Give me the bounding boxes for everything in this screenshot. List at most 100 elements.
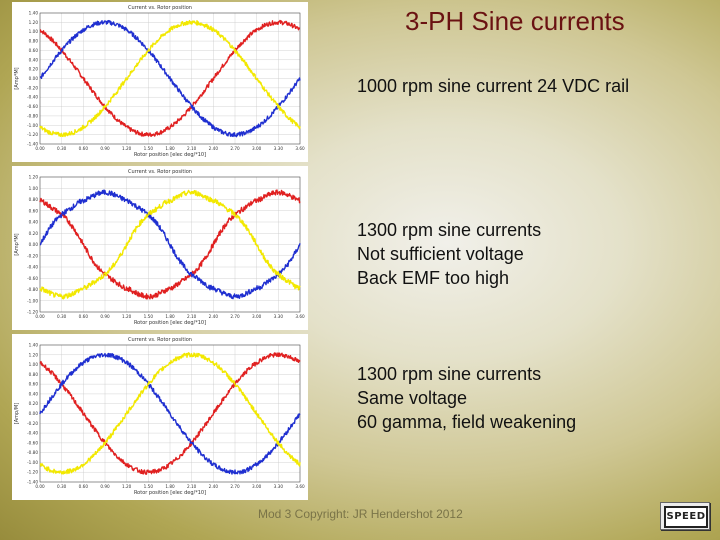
- x-tick-label: 3.00: [252, 484, 262, 489]
- y-tick-label: -0.60: [27, 440, 38, 445]
- x-tick-label: 2.40: [209, 314, 219, 319]
- y-tick-label: -1.00: [27, 460, 38, 465]
- y-tick-label: 1.40: [29, 343, 39, 348]
- y-tick-label: -0.20: [27, 85, 38, 90]
- y-tick-label: 1.20: [29, 20, 39, 25]
- plot-svg-2: Current vs. Rotor position 1.20 1.00 0.80 0.…: [14, 169, 305, 326]
- y-tick-label: 0.00: [29, 411, 39, 416]
- series-line-yellow: [39, 189, 301, 300]
- x-tick-label: 0.30: [57, 146, 67, 151]
- x-tick-label: 1.20: [122, 484, 132, 489]
- x-tick-label: 1.50: [144, 484, 154, 489]
- x-tick-label: 2.40: [209, 484, 219, 489]
- x-tick-label: 0.90: [100, 146, 110, 151]
- chart-title: Current vs. Rotor position: [128, 169, 192, 175]
- series-line-blue: [39, 189, 301, 300]
- plot-svg-1: Current vs. Rotor position 1.40 1.20 1.00 0.…: [14, 5, 305, 158]
- x-tick-label: 3.30: [274, 146, 284, 151]
- y-tick-label: 0.80: [29, 372, 39, 377]
- series-line-blue: [39, 352, 301, 475]
- x-tick-label: 0.30: [57, 484, 67, 489]
- y-tick-label: 0.60: [29, 208, 39, 213]
- x-tick-label: 1.80: [165, 146, 175, 151]
- caption-line: 1000 rpm sine current 24 VDC rail: [357, 76, 630, 96]
- x-tick-label: 0.00: [35, 146, 45, 151]
- speed-logo: SPEED: [660, 502, 710, 530]
- current-plot-1000rpm: Current vs. Rotor position 1.40 1.20 1.00 0.…: [12, 2, 308, 162]
- slide-title: 3-PH Sine currents: [405, 6, 625, 36]
- y-tick-label: -1.20: [27, 310, 38, 315]
- y-tick-label: -1.00: [27, 123, 38, 128]
- y-tick-label: 0.00: [29, 242, 39, 247]
- copyright-footer: Mod 3 Copyright: JR Hendershot 2012: [258, 507, 463, 521]
- current-plot-1300rpm-field-weakening: Current vs. Rotor position 1.40 1.20 1.00 0.…: [12, 334, 308, 500]
- chart-title: Current vs. Rotor position: [128, 5, 192, 11]
- x-tick-label: 0.00: [35, 484, 45, 489]
- caption-line: Back EMF too high: [357, 268, 510, 288]
- caption-line: 1300 rpm sine currents: [357, 220, 542, 240]
- x-tick-label: 0.30: [57, 314, 67, 319]
- series-line-red: [39, 189, 301, 300]
- y-tick-label: -1.00: [27, 298, 38, 303]
- y-tick-label: -1.40: [27, 142, 38, 147]
- y-tick-label: -1.20: [27, 132, 38, 137]
- x-tick-label: 2.10: [187, 314, 197, 319]
- x-tick-label: 2.70: [230, 314, 240, 319]
- y-tick-label: 1.40: [29, 11, 39, 16]
- x-tick-label: 3.60: [295, 484, 305, 489]
- y-axis-label: [Amp/M]: [14, 403, 20, 424]
- y-tick-label: 1.00: [29, 362, 39, 367]
- y-tick-label: 1.20: [29, 175, 39, 180]
- x-tick-label: 1.20: [122, 146, 132, 151]
- y-tick-label: 1.00: [29, 29, 39, 34]
- y-tick-label: -0.20: [27, 253, 38, 258]
- series-line-yellow: [39, 352, 301, 475]
- caption-line: 60 gamma, field weakening: [357, 412, 577, 432]
- x-tick-label: 3.60: [295, 314, 305, 319]
- y-tick-label: 0.20: [29, 67, 39, 72]
- x-tick-label: 1.20: [122, 314, 132, 319]
- x-tick-label: 3.00: [252, 314, 262, 319]
- x-axis-label: Rotor position [elec deg/*10]: [134, 152, 206, 158]
- x-tick-label: 1.80: [165, 484, 175, 489]
- x-tick-label: 3.30: [274, 314, 284, 319]
- series-line-red: [39, 19, 301, 137]
- y-tick-label: -0.20: [27, 421, 38, 426]
- series-line-red: [39, 352, 301, 475]
- y-tick-label: 0.20: [29, 231, 39, 236]
- y-tick-label: 0.40: [29, 391, 39, 396]
- x-tick-label: 1.50: [144, 314, 154, 319]
- x-tick-label: 0.90: [100, 484, 110, 489]
- y-tick-label: -0.80: [27, 113, 38, 118]
- x-tick-label: 2.10: [187, 484, 197, 489]
- y-tick-label: 1.00: [29, 186, 39, 191]
- x-tick-label: 3.30: [274, 484, 284, 489]
- x-tick-label: 3.00: [252, 146, 262, 151]
- x-tick-label: 0.00: [35, 314, 45, 319]
- y-tick-label: -0.40: [27, 265, 38, 270]
- caption-line: Same voltage: [357, 388, 468, 408]
- caption-1000rpm: 1000 rpm sine current 24 VDC rail: [357, 74, 629, 98]
- x-tick-label: 2.70: [230, 146, 240, 151]
- y-tick-label: 0.80: [29, 197, 39, 202]
- x-tick-label: 0.60: [79, 314, 89, 319]
- y-tick-label: 0.00: [29, 76, 39, 81]
- x-tick-label: 0.90: [100, 314, 110, 319]
- y-tick-label: 0.20: [29, 401, 39, 406]
- caption-1300rpm: 1300 rpm sine currents Not sufficient vo…: [357, 218, 541, 290]
- chart-title: Current vs. Rotor position: [128, 337, 192, 343]
- x-axis-label: Rotor position [elec deg/*10]: [134, 490, 206, 496]
- x-tick-label: 1.80: [165, 314, 175, 319]
- x-axis-label: Rotor position [elec deg/*10]: [134, 320, 206, 326]
- y-tick-label: -1.20: [27, 470, 38, 475]
- y-tick-label: -0.80: [27, 287, 38, 292]
- caption-line: 1300 rpm sine currents: [357, 364, 542, 384]
- x-tick-label: 0.60: [79, 146, 89, 151]
- x-tick-label: 1.50: [144, 146, 154, 151]
- x-tick-label: 3.60: [295, 146, 305, 151]
- y-axis-label: [Amp*M]: [14, 67, 20, 89]
- series-line-blue: [39, 19, 301, 138]
- series-line-yellow: [39, 19, 301, 138]
- y-tick-label: 0.60: [29, 48, 39, 53]
